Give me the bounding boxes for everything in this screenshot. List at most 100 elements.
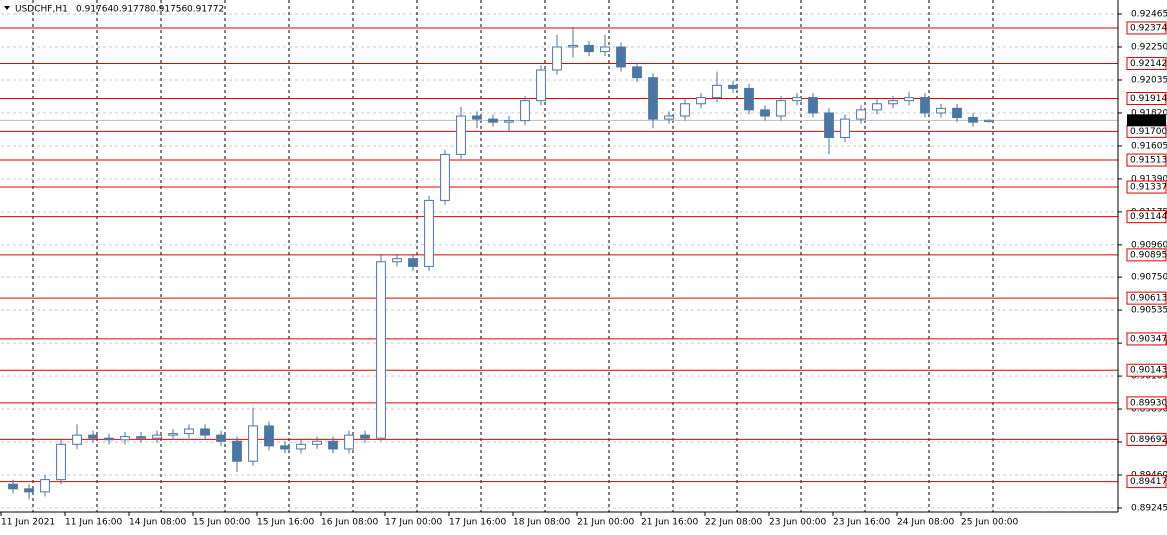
candle-body [200, 428, 210, 436]
candle-body [552, 46, 562, 71]
ohlc-value: 0.91778 [113, 5, 150, 15]
candle-body [40, 479, 50, 493]
candle-body [888, 100, 898, 105]
y-tick-label: 0.89245 [1131, 504, 1167, 514]
candle-body [968, 117, 978, 123]
candle-body [56, 443, 66, 481]
x-tick-label: 15 Jun 16:00 [257, 518, 314, 528]
current-price-label: 0.91772 [1130, 116, 1167, 126]
x-tick-label: 23 Jun 16:00 [833, 518, 890, 528]
candle-body [120, 436, 130, 441]
axes: 0.92465 0.92250 0.92035 0.91820 0.91605 0.913… [0, 10, 1167, 528]
candle-body [920, 97, 930, 114]
candle-body [8, 483, 18, 490]
x-tick-label: 11 Jun 16:00 [65, 518, 122, 528]
candle-body [24, 488, 34, 493]
candle-body [488, 118, 498, 123]
candle-body [360, 434, 370, 439]
candle-body [712, 84, 722, 99]
candle-body [664, 115, 674, 120]
candle-body [504, 120, 514, 123]
y-tick-label: 0.91390 [1131, 174, 1167, 184]
candle-body [280, 445, 290, 450]
candle-body [136, 436, 146, 439]
menu-arrow[interactable] [4, 6, 10, 10]
x-tick-label: 21 Jun 00:00 [577, 518, 634, 528]
level-box [1126, 291, 1167, 305]
candle-body [696, 97, 706, 105]
candle-body [440, 153, 450, 201]
x-tick-label: 21 Jun 16:00 [641, 518, 698, 528]
level-box [1126, 21, 1167, 35]
candle-body [152, 434, 162, 439]
x-tick-label: 14 Jun 08:00 [129, 518, 186, 528]
level-box [1126, 332, 1167, 346]
candle-body [648, 77, 658, 120]
level-box [1126, 396, 1167, 410]
candle-body [824, 112, 834, 138]
candle-body [184, 428, 194, 435]
x-tick-label: 18 Jun 08:00 [513, 518, 570, 528]
candle-body [72, 434, 82, 445]
y-tick-label: 0.91820 [1131, 108, 1167, 118]
level-label: 0.89692 [1130, 435, 1167, 445]
candle-body [104, 437, 114, 441]
ohlc-value: 0.91764 [76, 5, 113, 15]
y-tick-label: 0.90535 [1131, 306, 1167, 316]
symbol: USDCHF,H1 [15, 5, 68, 15]
candle-body [408, 258, 418, 267]
candle-body [328, 440, 338, 450]
candle-body [168, 433, 178, 436]
candle-body [472, 115, 482, 120]
level-label: 0.92142 [1130, 59, 1167, 69]
level-box [1126, 248, 1167, 262]
candle-body [872, 103, 882, 111]
level-label: 0.90143 [1130, 366, 1167, 376]
candle-body [616, 46, 626, 68]
level-label: 0.90347 [1130, 334, 1167, 344]
level-label: 0.91144 [1130, 212, 1167, 222]
candle-body [952, 107, 962, 119]
level-label: 0.91700 [1130, 127, 1167, 137]
ohlc-header: 0.91764 0.91778 0.91756 0.91772 [76, 5, 224, 15]
level-box [1126, 57, 1167, 71]
candle-body [88, 434, 98, 439]
y-tick-label: 0.92465 [1131, 10, 1167, 20]
x-tick-label: 24 Jun 08:00 [897, 518, 954, 528]
x-tick-label: 23 Jun 00:00 [769, 518, 826, 528]
ohlc-value: 0.91772 [187, 5, 224, 15]
y-tick-label: 0.92035 [1131, 75, 1167, 85]
candle-body [600, 46, 610, 53]
candle-body [536, 69, 546, 102]
candle-body [744, 87, 754, 111]
level-box [1126, 153, 1167, 167]
y-tick-label: 0.91605 [1131, 141, 1167, 151]
candles [8, 27, 994, 500]
y-tick-label: 0.89890 [1131, 405, 1167, 415]
level-box [1126, 475, 1167, 489]
candle-body [904, 97, 914, 102]
candle-body [984, 119, 994, 123]
current-price-box [1127, 114, 1166, 127]
x-tick-label: 15 Jun 00:00 [193, 518, 250, 528]
y-tick-label: 0.90750 [1131, 273, 1167, 283]
candle-body [264, 425, 274, 447]
candle-body [376, 261, 386, 439]
level-label: 0.91337 [1130, 183, 1167, 193]
candle-body [312, 440, 322, 445]
level-box [1126, 363, 1167, 377]
x-tick-label: 17 Jun 16:00 [449, 518, 506, 528]
level-box [1126, 210, 1167, 224]
level-label: 0.91513 [1130, 156, 1167, 166]
level-label: 0.90613 [1130, 294, 1167, 304]
candle-body [584, 44, 594, 53]
candle-body [456, 115, 466, 155]
level-label: 0.89930 [1130, 398, 1167, 408]
level-box [1126, 432, 1167, 446]
x-tick-label: 22 Jun 08:00 [705, 518, 762, 528]
x-tick-label: 17 Jun 00:00 [385, 518, 442, 528]
candle-body [424, 199, 434, 267]
candle-body [216, 434, 226, 442]
level-label: 0.90895 [1130, 250, 1167, 260]
